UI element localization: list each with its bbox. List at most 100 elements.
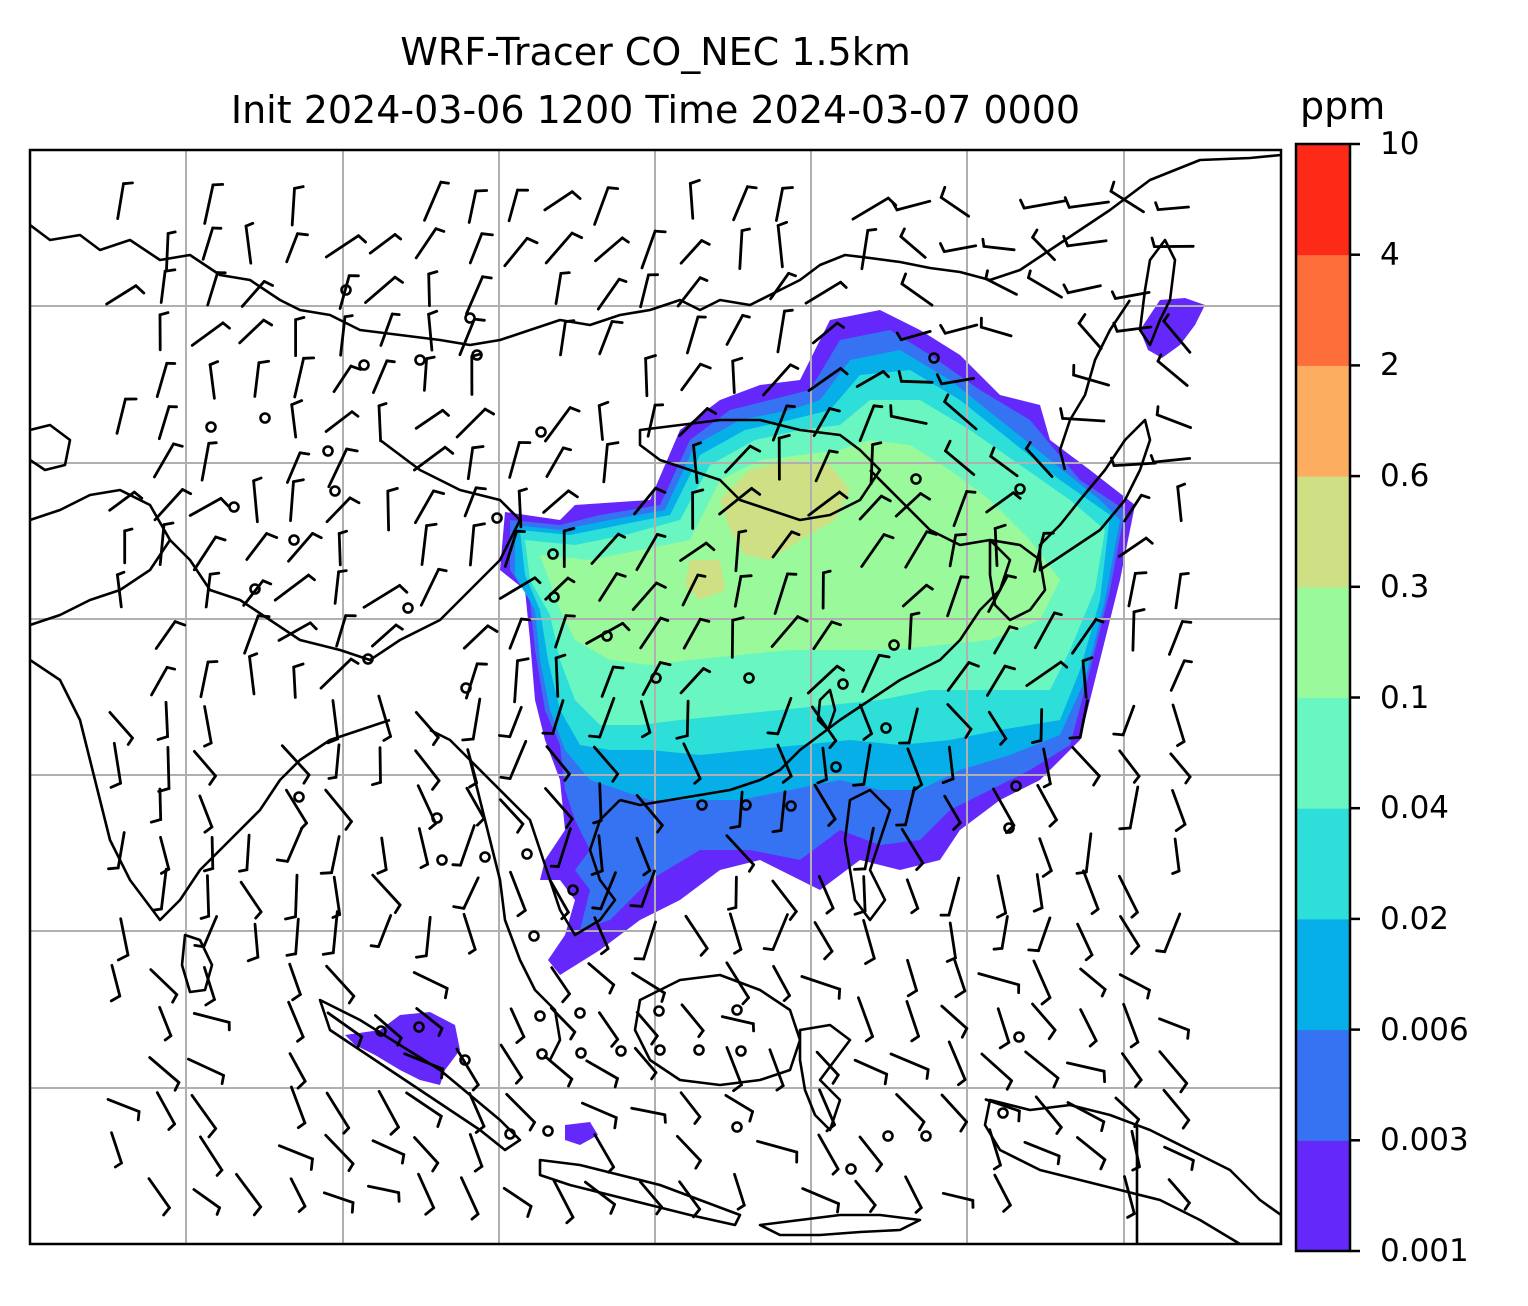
wind-barb-flag: [776, 220, 788, 227]
wind-barb: [465, 786, 486, 820]
wind-barb: [597, 404, 604, 441]
wind-barb: [1112, 461, 1157, 468]
wind-barb-flag: [167, 1122, 177, 1131]
wind-barb: [993, 625, 1012, 655]
wind-barb: [248, 655, 256, 696]
wind-barb-flag: [321, 951, 335, 956]
wind-barb: [985, 491, 1015, 514]
wind-barb: [204, 572, 212, 609]
wind-barb: [599, 871, 617, 911]
wind-barb-flag: [989, 446, 996, 458]
wind-barb-flag: [162, 1206, 171, 1217]
wind-barb-flag: [658, 661, 672, 667]
wind-barb-flag: [499, 775, 512, 780]
wind-barb: [380, 836, 388, 872]
wind-barb: [900, 827, 925, 865]
wind-barb-flag: [960, 1027, 969, 1039]
wind-barb: [192, 1188, 222, 1210]
colorbar-segment: [1296, 365, 1350, 477]
wind-barb-flag: [746, 185, 758, 190]
figure-title-line-1: WRF-Tracer CO_NEC 1.5km: [400, 30, 911, 74]
wind-barb-flag: [1131, 1165, 1141, 1172]
wind-barb: [186, 1057, 226, 1077]
wind-barb-flag: [471, 445, 485, 450]
wind-barb: [542, 489, 570, 514]
wind-barb-flag: [297, 1204, 307, 1213]
wind-barb-flag: [644, 354, 657, 360]
wind-barb: [192, 535, 218, 572]
wind-barb-flag: [852, 782, 866, 787]
wind-barb: [324, 788, 353, 823]
wind-barb-flag: [292, 478, 305, 484]
wind-barb: [154, 620, 177, 650]
wind-barb-flag: [257, 359, 271, 365]
wind-barb: [1038, 837, 1053, 873]
wind-barb-flag: [740, 227, 751, 233]
wind-barb-flag: [461, 737, 475, 742]
wind-barb-flag: [451, 863, 462, 867]
wind-barb-flag: [877, 653, 891, 659]
wind-barb: [678, 407, 709, 438]
wind-barb: [293, 356, 306, 399]
wind-barb: [738, 229, 744, 271]
wind-barb: [899, 235, 927, 259]
wind-barb: [116, 182, 125, 221]
wind-barb: [734, 875, 738, 909]
colorbar-segment: [1296, 697, 1350, 809]
wind-barb: [337, 532, 342, 567]
wind-barb-flag: [570, 190, 582, 201]
wind-barb-flag: [1130, 910, 1139, 919]
wind-barb-flag: [126, 736, 134, 746]
wind-barb: [294, 873, 299, 919]
wind-barb: [801, 1187, 840, 1206]
colorbar-tick-label: 0.04: [1380, 790, 1450, 827]
wind-barb: [692, 443, 699, 485]
wind-barb: [863, 826, 875, 871]
wind-barb-flag: [1149, 454, 1156, 464]
wind-barb: [775, 186, 784, 222]
wind-barb-flag: [337, 569, 348, 574]
wind-barb: [414, 227, 438, 260]
wind-barb-flag: [789, 363, 800, 370]
wind-barb-flag: [152, 907, 163, 912]
wind-barb: [1114, 290, 1151, 300]
wind-barb: [905, 878, 920, 910]
wind-barb: [1119, 915, 1141, 948]
wind-barb: [1079, 1008, 1098, 1043]
wind-barb: [252, 479, 259, 524]
wind-barb-flag: [1027, 948, 1040, 953]
wind-barb: [414, 408, 445, 430]
wind-barb: [943, 794, 962, 825]
wind-barb-flag: [1005, 824, 1016, 835]
wind-barb-flag: [262, 318, 274, 327]
wind-barb-flag: [1181, 1118, 1191, 1130]
wind-barb-flag: [959, 575, 970, 579]
wind-barb: [646, 403, 657, 438]
wind-barb: [198, 794, 214, 829]
wind-barb: [422, 357, 429, 392]
wind-barb: [334, 743, 341, 779]
wind-barb-flag: [434, 227, 446, 233]
wind-barb-flag: [702, 667, 712, 674]
wind-barb: [1171, 703, 1186, 743]
wind-barb-flag: [590, 869, 604, 876]
wind-barb: [559, 320, 567, 357]
wind-barb: [1027, 276, 1063, 299]
wind-barb: [544, 576, 570, 601]
wind-barb-flag: [910, 907, 920, 915]
colorbar-unit-label: ppm: [1300, 84, 1386, 128]
wind-barb: [681, 573, 700, 607]
wind-barb: [996, 1007, 1011, 1044]
wind-barb-flag: [731, 616, 745, 622]
wind-barb: [371, 359, 389, 395]
wind-barb: [239, 880, 263, 914]
coast-philippines: [843, 788, 892, 922]
wind-barb: [507, 188, 519, 223]
wind-barb: [325, 496, 352, 524]
wind-barb-flag: [613, 1077, 619, 1089]
wind-barb: [641, 661, 662, 696]
wind-barb: [331, 910, 339, 955]
tracer-level-5: [540, 440, 1060, 665]
coast-sulawesi: [798, 1023, 852, 1132]
wind-barb: [1066, 1061, 1106, 1073]
